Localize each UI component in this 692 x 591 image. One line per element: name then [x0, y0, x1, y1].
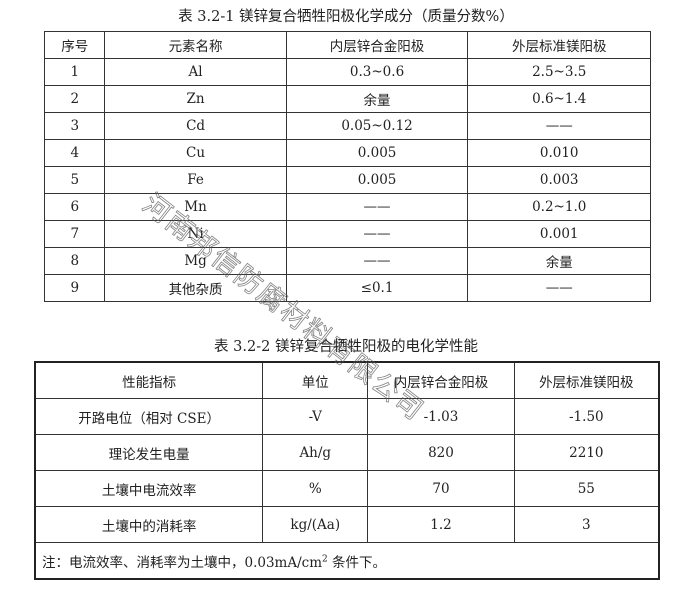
table-cell: 0.005	[285, 139, 469, 167]
table-cell: 8	[43, 247, 106, 275]
table-cell: Cd	[104, 112, 287, 140]
column-header: 序号	[43, 31, 106, 59]
column-header: 内层锌合金阳极	[285, 31, 469, 59]
note-superscript: 2	[322, 554, 328, 564]
table-cell: 0.3~0.6	[285, 58, 469, 86]
table-cell: 其他杂质	[104, 274, 287, 302]
table-cell: ——	[467, 112, 651, 140]
note-row: 注：电流效率、消耗率为土壤中，0.03mA/cm2 条件下。	[34, 542, 660, 580]
table-cell: 理论发生电量	[34, 434, 264, 471]
table-cell: 6	[43, 193, 106, 221]
table-cell: -1.50	[513, 398, 660, 435]
table-cell: 2	[43, 85, 106, 113]
table-cell: ——	[285, 193, 469, 221]
table-cell: 9	[43, 274, 106, 302]
table-cell: 3	[513, 506, 660, 543]
table-cell: 余量	[467, 247, 651, 275]
table-cell: ——	[285, 220, 469, 248]
table-cell: Mg	[104, 247, 287, 275]
table-cell: 1	[43, 58, 106, 86]
table-cell: 土壤中的消耗率	[34, 506, 264, 543]
table-row: 7 Ni —— 0.001	[43, 220, 651, 248]
table-cell: ——	[467, 274, 651, 302]
header-row: 序号 元素名称 内层锌合金阳极 外层标准镁阳极	[43, 31, 651, 59]
table-cell: 3	[43, 112, 106, 140]
chemical-composition-table: 序号 元素名称 内层锌合金阳极 外层标准镁阳极 1 Al 0.3~0.6 2.5~3.5 2 Zn…	[43, 31, 651, 302]
column-header: 内层锌合金阳极	[367, 361, 515, 399]
table-cell: 2210	[513, 434, 660, 471]
column-header: 外层标准镁阳极	[513, 361, 660, 399]
table-cell: 5	[43, 166, 106, 194]
table-row: 8 Mg —— 余量	[43, 247, 651, 275]
table-cell: Fe	[104, 166, 287, 194]
table-row: 9 其他杂质 ≤0.1 ——	[43, 274, 651, 302]
table-row: 6 Mn —— 0.2~1.0	[43, 193, 651, 221]
table-row: 1 Al 0.3~0.6 2.5~3.5	[43, 58, 651, 86]
table-cell: Zn	[104, 85, 287, 113]
table-cell: 820	[367, 434, 515, 471]
table-cell: 0.6~1.4	[467, 85, 651, 113]
column-header: 性能指标	[34, 361, 264, 399]
table-row: 2 Zn 余量 0.6~1.4	[43, 85, 651, 113]
table-cell: kg/(Aa)	[262, 506, 369, 543]
table-cell: ——	[285, 247, 469, 275]
table-cell: Ah/g	[262, 434, 369, 471]
column-header: 元素名称	[104, 31, 287, 59]
table-cell: -V	[262, 398, 369, 435]
table-cell: 开路电位（相对 CSE）	[34, 398, 264, 435]
table-cell: 55	[513, 470, 660, 507]
table-cell: 4	[43, 139, 106, 167]
table2-title: 表 3.2-2 镁锌复合牺牲阳极的电化学性能	[214, 339, 478, 355]
column-header: 单位	[262, 361, 369, 399]
table-row: 5 Fe 0.005 0.003	[43, 166, 651, 194]
electrochemical-performance-table: 性能指标 单位 内层锌合金阳极 外层标准镁阳极 开路电位（相对 CSE） -V -1.03-…	[34, 361, 660, 580]
table-cell: -1.03	[367, 398, 515, 435]
table-row: 4 Cu 0.005 0.010	[43, 139, 651, 167]
table-cell: Mn	[104, 193, 287, 221]
table-row: 土壤中电流效率% 70 55	[34, 470, 660, 507]
table-cell: 70	[367, 470, 515, 507]
table-cell: %	[262, 470, 369, 507]
table-cell: 0.2~1.0	[467, 193, 651, 221]
table-cell: 0.005	[285, 166, 469, 194]
note-text: 注：电流效率、消耗率为土壤中，0.03mA/cm	[42, 554, 323, 571]
table-cell: 7	[43, 220, 106, 248]
table-cell: 0.003	[467, 166, 651, 194]
header-row: 性能指标 单位 内层锌合金阳极 外层标准镁阳极	[34, 361, 660, 399]
note-text-end: 条件下。	[327, 554, 387, 571]
table-cell: Al	[104, 58, 287, 86]
table1-title: 表 3.2-1 镁锌复合牺牲阳极化学成分（质量分数%）	[178, 9, 514, 25]
table-note: 注：电流效率、消耗率为土壤中，0.03mA/cm2 条件下。	[34, 542, 660, 580]
table-cell: 土壤中电流效率	[34, 470, 264, 507]
table-cell: Ni	[104, 220, 287, 248]
table-cell: 0.010	[467, 139, 651, 167]
table-cell: ≤0.1	[285, 274, 469, 302]
table-row: 开路电位（相对 CSE） -V -1.03 -1.50	[34, 398, 660, 435]
column-header: 外层标准镁阳极	[467, 31, 651, 59]
table-cell: 1.2	[367, 506, 515, 543]
table-row: 土壤中的消耗率 kg/(Aa) 1.2 3	[34, 506, 660, 543]
table-cell: 0.05~0.12	[285, 112, 469, 140]
table-cell: 2.5~3.5	[467, 58, 651, 86]
table-cell: 0.001	[467, 220, 651, 248]
table-row: 3 Cd 0.05~0.12 ——	[43, 112, 651, 140]
table-cell: 余量	[285, 85, 469, 113]
table-row: 理论发生电量 Ah/g 820 2210	[34, 434, 660, 471]
table-cell: Cu	[104, 139, 287, 167]
